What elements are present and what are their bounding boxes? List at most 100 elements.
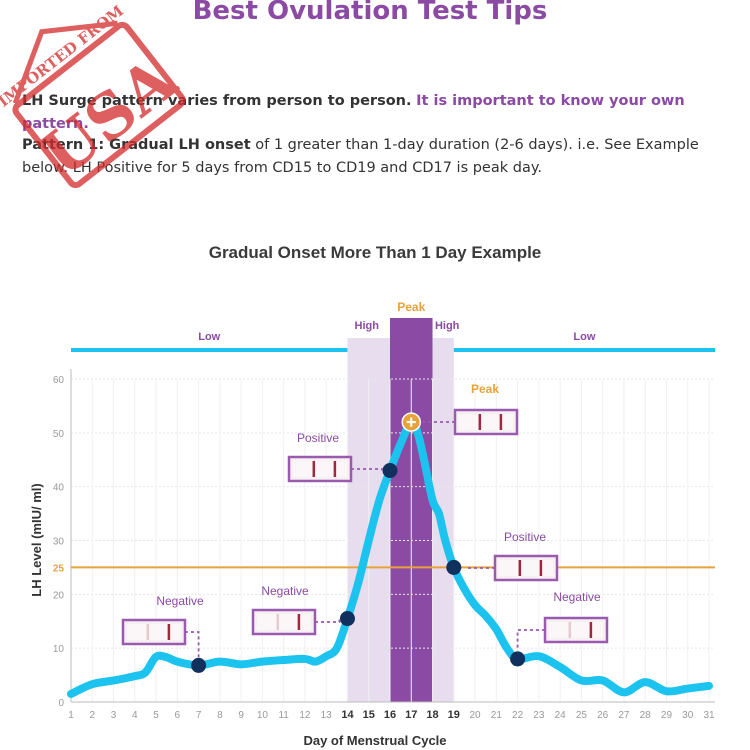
y-tick-label: 60	[53, 375, 65, 386]
test-point	[339, 611, 355, 627]
connector	[351, 468, 383, 471]
test-label: Positive	[504, 530, 546, 544]
band-label-high: High	[355, 320, 380, 332]
x-tick-label: 14	[341, 709, 354, 721]
x-tick-label: 19	[448, 709, 460, 721]
test-point	[191, 657, 207, 673]
y-tick-label: 0	[58, 698, 64, 709]
test-strip-negative: Negative	[516, 590, 609, 651]
test-point	[510, 651, 526, 667]
x-axis-label: Day of Menstrual Cycle	[303, 733, 446, 748]
x-tick-label: 28	[640, 710, 652, 721]
test-annotations: Negative Negative Positive Peak Positive Nega…	[121, 382, 609, 658]
lh-curve-line	[67, 417, 713, 698]
x-tick-label: 7	[196, 710, 202, 721]
test-point	[446, 559, 462, 575]
y-tick-label: 10	[53, 644, 65, 655]
x-tick-label: 25	[576, 710, 588, 721]
y-tick-label: 40	[53, 483, 65, 494]
x-tick-label: 1	[68, 710, 74, 721]
x-tick-label: 10	[257, 710, 269, 721]
band-label-high: High	[435, 320, 460, 332]
x-tick-label: 15	[363, 709, 375, 721]
test-label: Negative	[156, 594, 204, 608]
intro-highlight: It is important to know your own pattern…	[22, 93, 685, 132]
x-tick-label: 4	[132, 710, 138, 721]
x-tick-label: 11	[278, 710, 289, 721]
connector	[185, 631, 200, 658]
x-tick-label: 22	[512, 710, 524, 721]
test-line	[518, 560, 522, 576]
y-tick-label: 50	[53, 429, 65, 440]
strip-window	[499, 560, 553, 576]
x-tick-label: 27	[618, 710, 630, 721]
test-line	[276, 614, 280, 630]
band-label-low: Low	[573, 331, 595, 343]
x-tick-label: 17	[405, 709, 417, 721]
control-line	[297, 614, 301, 630]
test-label: Positive	[297, 431, 339, 445]
y-tick-label: 20	[53, 590, 65, 601]
x-tick-label: 3	[111, 710, 117, 721]
x-tick-label: 20	[470, 710, 482, 721]
x-tick-label: 5	[153, 710, 159, 721]
test-strip-positive: Positive	[287, 431, 383, 483]
x-tick-label: 31	[703, 710, 715, 721]
x-tick-label: 12	[299, 710, 311, 721]
x-tick-label: 30	[682, 710, 694, 721]
band-label-low: Low	[198, 331, 220, 343]
x-tick-label: 9	[238, 710, 244, 721]
plus-icon	[406, 417, 416, 427]
y-tick-label: 25	[53, 563, 65, 574]
test-line	[146, 624, 150, 640]
control-line	[167, 624, 171, 640]
test-label: Peak	[471, 382, 499, 396]
page-title: Best Ovulation Test Tips	[192, 0, 548, 26]
test-point	[382, 463, 398, 479]
control-line	[499, 414, 503, 430]
test-strip-negative: Negative	[251, 584, 341, 636]
strip-window	[127, 624, 181, 640]
pattern-title: Pattern 1: Gradual LH onset	[22, 137, 251, 153]
control-line	[589, 622, 593, 638]
test-label: Negative	[553, 590, 601, 604]
x-tick-label: 24	[555, 710, 567, 721]
x-tick-label: 23	[533, 710, 545, 721]
x-tick-label: 16	[384, 709, 396, 721]
test-strip-positive: Positive	[464, 530, 559, 582]
test-strip-peak: Peak	[422, 382, 519, 436]
test-line	[568, 622, 572, 638]
x-tick-label: 18	[426, 709, 438, 721]
strip-window	[293, 461, 347, 477]
control-line	[539, 560, 543, 576]
pattern-paragraph: Pattern 1: Gradual LH onset of 1 greater…	[22, 134, 742, 180]
pattern-text: of 1 greater than 1-day duration (2-6 da…	[22, 137, 699, 176]
test-strip-negative: Negative	[121, 594, 204, 658]
x-tick-label: 8	[217, 710, 223, 721]
x-tick-label: 26	[597, 710, 609, 721]
x-tick-label: 21	[491, 710, 503, 721]
test-line	[312, 461, 316, 477]
band-label-peak: Peak	[397, 300, 425, 314]
x-tick-label: 2	[89, 710, 95, 721]
intro-bold: LH Surge pattern varies from person to p…	[22, 93, 412, 109]
strip-window	[459, 414, 513, 430]
intro-paragraph: LH Surge pattern varies from person to p…	[22, 90, 742, 136]
lh-curve	[67, 412, 713, 698]
test-label: Negative	[261, 584, 309, 598]
test-line	[478, 414, 482, 430]
x-tick-label: 6	[175, 710, 181, 721]
connector	[315, 618, 341, 623]
y-tick-label: 30	[53, 537, 65, 548]
strip-window	[257, 614, 311, 630]
x-tick-label: 13	[321, 710, 333, 721]
grid	[70, 378, 715, 702]
strip-window	[549, 622, 603, 638]
imported-stamp-logo: IMPORTED FROM USA	[0, 2, 190, 192]
y-axis-label: LH Level (mIU/ ml)	[29, 483, 44, 596]
chart-title: Gradual Onset More Than 1 Day Example	[209, 243, 542, 262]
control-line	[333, 461, 337, 477]
x-tick-label: 29	[661, 710, 673, 721]
